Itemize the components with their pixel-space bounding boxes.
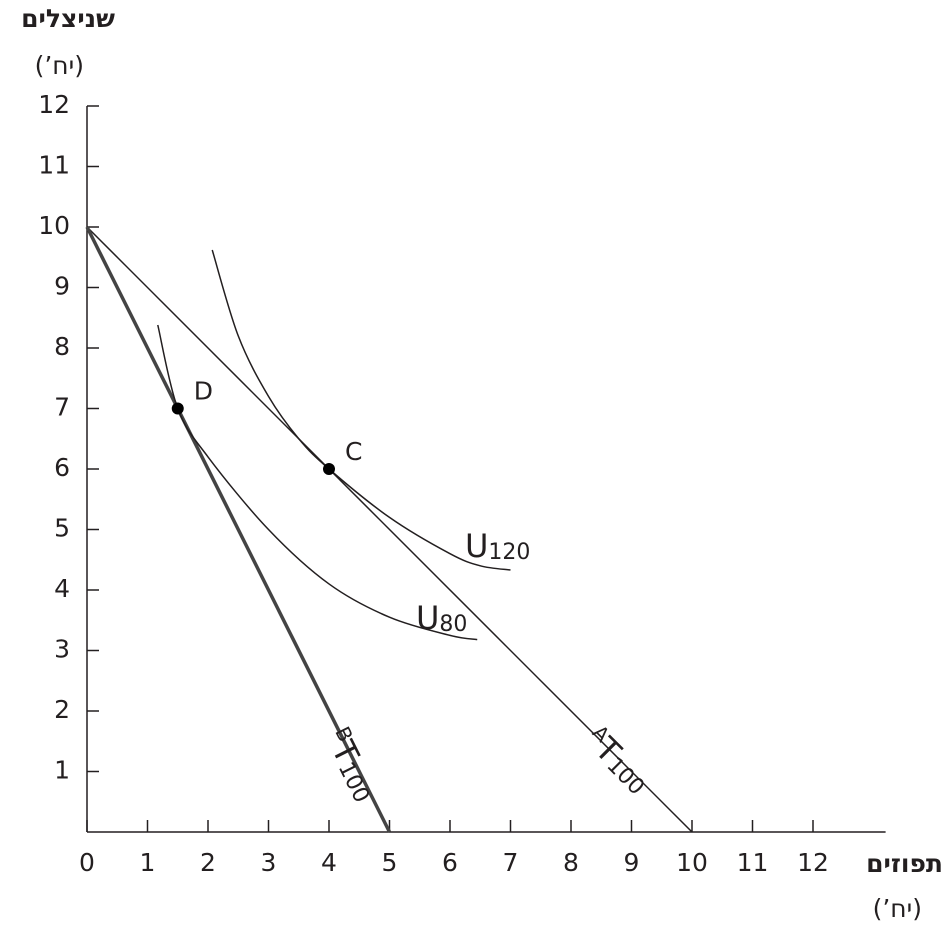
- point-label: D: [194, 377, 213, 406]
- y-axis-unit: (יח’): [35, 51, 84, 80]
- label-sub: 120: [488, 540, 530, 565]
- y-tick-label: 11: [38, 151, 70, 180]
- point: [171, 402, 184, 415]
- x-tick-label: 6: [442, 848, 458, 877]
- series-label: U120: [465, 527, 530, 565]
- series-label: U80: [416, 599, 467, 637]
- label-sub: 100: [333, 758, 374, 807]
- y-tick-label: 3: [54, 635, 70, 664]
- x-tick-label: 3: [261, 848, 277, 877]
- x-tick-label: 12: [797, 848, 829, 877]
- x-tick-label: 10: [676, 848, 708, 877]
- y-axis-title: שניצלים: [21, 4, 115, 33]
- y-tick-label: 12: [38, 90, 70, 119]
- series-line: [85, 226, 392, 833]
- y-tick-label: 2: [54, 695, 70, 724]
- series-line: [211, 249, 511, 571]
- series-label: BT100: [318, 722, 386, 807]
- x-tick-label: 8: [563, 848, 579, 877]
- x-tick-label: 7: [503, 848, 519, 877]
- x-tick-label: 2: [200, 848, 216, 877]
- x-axis-unit: (יח’): [873, 894, 922, 923]
- y-tick-label: 10: [38, 211, 70, 240]
- point-label: C: [345, 437, 362, 466]
- x-tick-label: 11: [737, 848, 769, 877]
- series-label: AT100: [578, 720, 658, 800]
- y-tick-label: 7: [54, 393, 70, 422]
- x-axis-title: תפוזים: [866, 849, 943, 878]
- x-tick-label: 5: [382, 848, 398, 877]
- label-main: U: [465, 527, 488, 565]
- y-tick-label: 5: [54, 514, 70, 543]
- x-tick-label: 1: [140, 848, 156, 877]
- y-tick-label: 1: [54, 756, 70, 785]
- label-sub: 80: [439, 612, 467, 637]
- y-tick-label: 6: [54, 453, 70, 482]
- x-tick-label: 4: [321, 848, 337, 877]
- series-line: [86, 226, 693, 833]
- point: [323, 463, 335, 475]
- y-tick-label: 9: [54, 272, 70, 301]
- x-tick-label: 9: [624, 848, 640, 877]
- y-tick-label: 4: [54, 574, 70, 603]
- label-main: U: [416, 599, 439, 637]
- y-tick-label: 8: [54, 332, 70, 361]
- x-tick-label: 0: [79, 848, 95, 877]
- series-line: [157, 324, 478, 641]
